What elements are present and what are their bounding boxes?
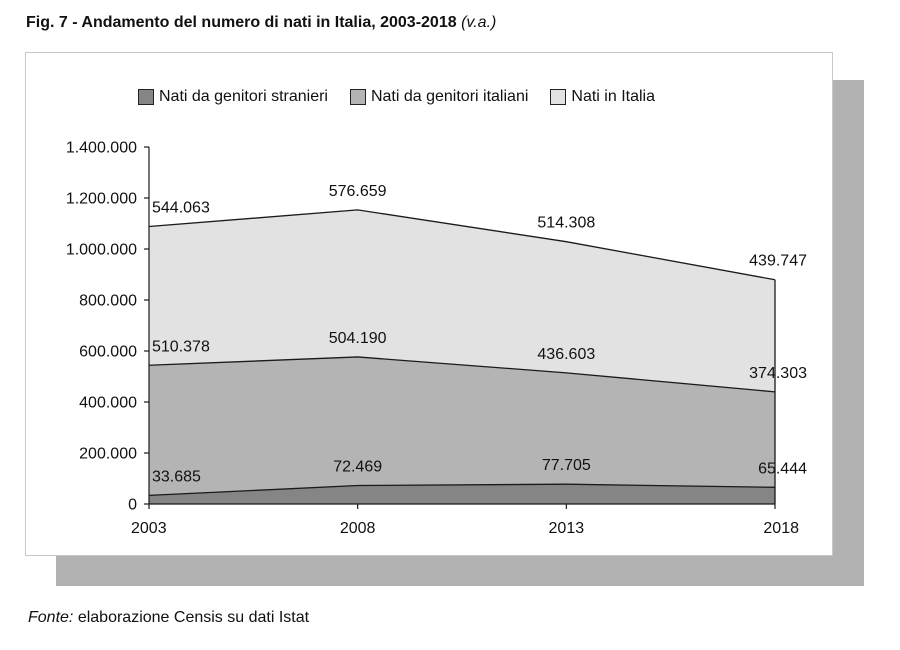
legend-swatch-italiani xyxy=(349,89,366,105)
legend-item-italiani: Nati da genitori italiani xyxy=(349,88,529,106)
data-label: 436.603 xyxy=(537,346,595,363)
data-label: 72.469 xyxy=(333,459,382,476)
data-label: 514.308 xyxy=(537,215,595,232)
chart-legend: Nati da genitori stranieri Nati da genit… xyxy=(138,86,677,108)
source-label: Fonte: xyxy=(28,609,74,626)
legend-label-nati-in-italia: Nati in Italia xyxy=(571,88,655,105)
area-stranieri xyxy=(149,484,775,504)
figure-title-main: Fig. 7 - Andamento del numero di nati in… xyxy=(26,14,457,31)
data-label: 510.378 xyxy=(152,338,210,355)
figure-title: Fig. 7 - Andamento del numero di nati in… xyxy=(26,14,496,32)
y-tick-label: 0 xyxy=(128,497,137,514)
line-italiani xyxy=(148,356,776,393)
data-label: 504.190 xyxy=(329,330,387,347)
figure-title-unit: (v.a.) xyxy=(461,14,497,31)
legend-label-italiani: Nati da genitori italiani xyxy=(370,88,529,105)
data-label: 65.444 xyxy=(758,460,807,477)
y-tick-label: 200.000 xyxy=(79,446,137,463)
area-italiani xyxy=(149,356,775,496)
legend-item-nati-in-italia: Nati in Italia xyxy=(550,88,655,106)
y-tick-label: 1.000.000 xyxy=(66,242,137,259)
line-nati-in-italia xyxy=(148,209,776,281)
legend-label-stranieri: Nati da genitori stranieri xyxy=(159,88,328,105)
area-nati-in-italia xyxy=(149,209,775,392)
legend-swatch-stranieri xyxy=(138,89,154,105)
x-tick-label: 2018 xyxy=(763,520,799,537)
y-tick-label: 1.400.000 xyxy=(66,140,137,157)
source-text: elaborazione Censis su dati Istat xyxy=(77,609,310,626)
data-label: 33.685 xyxy=(152,468,201,485)
y-tick-label: 400.000 xyxy=(79,395,137,412)
x-tick-label: 2013 xyxy=(549,520,585,537)
data-label: 576.659 xyxy=(329,183,387,200)
data-label: 374.303 xyxy=(749,365,807,382)
y-tick-label: 600.000 xyxy=(79,344,137,361)
data-label: 544.063 xyxy=(152,200,210,217)
data-label: 439.747 xyxy=(749,253,807,270)
x-tick-label: 2003 xyxy=(131,520,167,537)
y-tick-label: 1.200.000 xyxy=(66,191,137,208)
x-tick-label: 2008 xyxy=(340,520,376,537)
legend-swatch-nati-in-italia xyxy=(550,89,567,105)
legend-item-stranieri: Nati da genitori stranieri xyxy=(138,88,328,106)
y-tick-label: 800.000 xyxy=(79,293,137,310)
source-note: Fonte: elaborazione Censis su dati Istat xyxy=(28,609,309,627)
data-label: 77.705 xyxy=(542,457,591,474)
line-stranieri xyxy=(148,483,776,497)
